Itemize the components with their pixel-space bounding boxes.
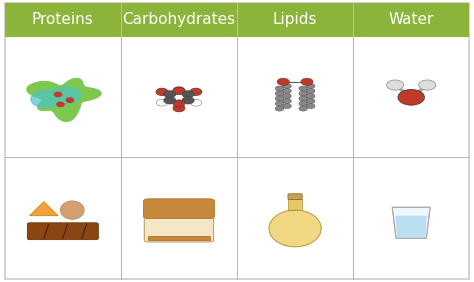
Circle shape	[190, 99, 201, 106]
Text: Carbohydrates: Carbohydrates	[122, 12, 236, 27]
Polygon shape	[31, 87, 81, 107]
Circle shape	[156, 99, 168, 106]
FancyBboxPatch shape	[288, 194, 302, 200]
FancyBboxPatch shape	[143, 199, 214, 219]
Bar	[5, 3, 469, 37]
Circle shape	[306, 89, 315, 94]
Ellipse shape	[60, 201, 84, 219]
Circle shape	[299, 101, 308, 106]
Circle shape	[299, 86, 308, 91]
FancyBboxPatch shape	[5, 3, 469, 279]
Circle shape	[398, 89, 425, 105]
Circle shape	[275, 91, 283, 96]
Circle shape	[306, 83, 315, 89]
Circle shape	[190, 89, 201, 95]
Circle shape	[275, 96, 283, 101]
Circle shape	[156, 89, 168, 95]
Circle shape	[57, 102, 64, 107]
Circle shape	[164, 91, 176, 98]
Text: Lipids: Lipids	[273, 12, 317, 27]
Circle shape	[173, 87, 185, 94]
Circle shape	[190, 99, 201, 106]
FancyBboxPatch shape	[148, 236, 210, 240]
Circle shape	[275, 106, 283, 111]
Circle shape	[283, 103, 291, 109]
Circle shape	[299, 96, 308, 101]
Circle shape	[156, 89, 168, 95]
Circle shape	[173, 100, 185, 107]
Circle shape	[306, 98, 315, 103]
Polygon shape	[30, 202, 58, 216]
Circle shape	[419, 80, 436, 90]
FancyBboxPatch shape	[144, 209, 213, 242]
Circle shape	[306, 94, 315, 99]
Circle shape	[299, 106, 308, 111]
Circle shape	[182, 91, 194, 98]
Circle shape	[387, 80, 404, 90]
Circle shape	[301, 78, 313, 85]
Circle shape	[275, 86, 283, 91]
Circle shape	[275, 101, 283, 106]
Circle shape	[66, 98, 73, 102]
FancyBboxPatch shape	[27, 223, 99, 240]
Text: Water: Water	[389, 12, 434, 27]
Circle shape	[164, 97, 176, 104]
Circle shape	[173, 105, 185, 111]
Polygon shape	[392, 207, 430, 238]
Circle shape	[173, 87, 185, 95]
Circle shape	[283, 94, 291, 99]
Circle shape	[156, 99, 168, 106]
Circle shape	[182, 97, 194, 104]
Circle shape	[299, 91, 308, 96]
Text: Proteins: Proteins	[32, 12, 94, 27]
Circle shape	[283, 89, 291, 94]
Bar	[288, 199, 302, 210]
Circle shape	[173, 105, 185, 111]
Circle shape	[306, 103, 315, 109]
Polygon shape	[27, 78, 101, 121]
Circle shape	[55, 92, 62, 97]
Polygon shape	[269, 210, 321, 247]
Circle shape	[283, 83, 291, 89]
Circle shape	[277, 78, 289, 85]
Polygon shape	[395, 216, 427, 238]
Circle shape	[173, 87, 185, 94]
Circle shape	[283, 98, 291, 103]
Circle shape	[190, 89, 201, 95]
